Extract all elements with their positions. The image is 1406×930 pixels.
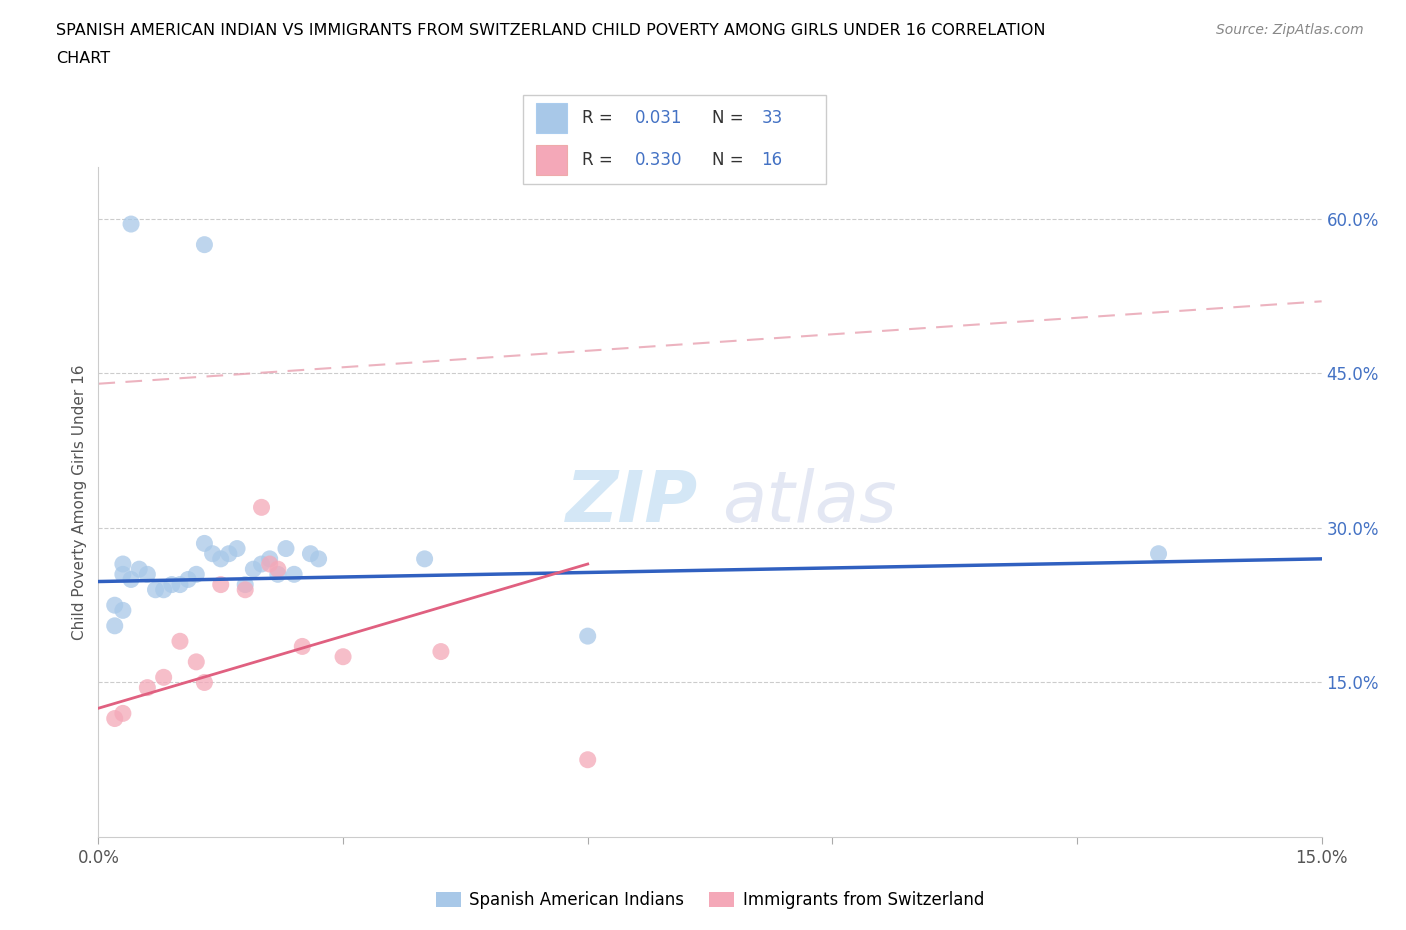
- Point: [177, 572, 200, 587]
- Point: [186, 655, 208, 670]
- Point: [186, 567, 208, 582]
- Point: [308, 551, 330, 566]
- Text: N =: N =: [711, 109, 749, 127]
- Point: [152, 582, 174, 597]
- Text: 0.330: 0.330: [634, 151, 682, 169]
- Point: [209, 578, 232, 592]
- Point: [259, 551, 281, 566]
- Point: [267, 562, 290, 577]
- Point: [267, 567, 290, 582]
- Point: [128, 562, 150, 577]
- Point: [291, 639, 314, 654]
- Point: [120, 217, 142, 232]
- Point: [413, 551, 436, 566]
- Point: [111, 706, 134, 721]
- Point: [169, 634, 191, 649]
- Point: [259, 556, 281, 571]
- Text: 16: 16: [762, 151, 783, 169]
- Y-axis label: Child Poverty Among Girls Under 16: Child Poverty Among Girls Under 16: [72, 365, 87, 640]
- Text: SPANISH AMERICAN INDIAN VS IMMIGRANTS FROM SWITZERLAND CHILD POVERTY AMONG GIRLS: SPANISH AMERICAN INDIAN VS IMMIGRANTS FR…: [56, 23, 1046, 38]
- Point: [576, 629, 599, 644]
- Point: [136, 567, 159, 582]
- Point: [193, 536, 215, 551]
- Point: [145, 582, 167, 597]
- Point: [111, 603, 134, 618]
- Point: [136, 680, 159, 695]
- Point: [104, 711, 127, 726]
- Point: [193, 237, 215, 252]
- Point: [218, 546, 240, 561]
- Point: [250, 500, 273, 515]
- Point: [104, 618, 127, 633]
- Text: N =: N =: [711, 151, 749, 169]
- Point: [169, 578, 191, 592]
- Point: [120, 572, 142, 587]
- Text: R =: R =: [582, 109, 619, 127]
- Point: [201, 546, 224, 561]
- Text: ZIP: ZIP: [565, 468, 697, 537]
- Point: [233, 578, 256, 592]
- Text: 0.031: 0.031: [634, 109, 682, 127]
- Point: [209, 551, 232, 566]
- Point: [332, 649, 354, 664]
- Point: [226, 541, 249, 556]
- Legend: Spanish American Indians, Immigrants from Switzerland: Spanish American Indians, Immigrants fro…: [429, 884, 991, 916]
- Point: [242, 562, 264, 577]
- Point: [193, 675, 215, 690]
- Text: R =: R =: [582, 151, 619, 169]
- Point: [283, 567, 305, 582]
- Text: atlas: atlas: [723, 468, 897, 537]
- Point: [111, 556, 134, 571]
- Point: [430, 644, 453, 659]
- Point: [152, 670, 174, 684]
- Point: [233, 582, 256, 597]
- Point: [299, 546, 322, 561]
- Point: [111, 567, 134, 582]
- Point: [1147, 546, 1170, 561]
- Bar: [536, 145, 567, 175]
- Point: [274, 541, 297, 556]
- Point: [104, 598, 127, 613]
- Text: CHART: CHART: [56, 51, 110, 66]
- FancyBboxPatch shape: [523, 95, 827, 184]
- Bar: [536, 103, 567, 133]
- Text: Source: ZipAtlas.com: Source: ZipAtlas.com: [1216, 23, 1364, 37]
- Point: [250, 556, 273, 571]
- Point: [576, 752, 599, 767]
- Point: [160, 578, 183, 592]
- Text: 33: 33: [762, 109, 783, 127]
